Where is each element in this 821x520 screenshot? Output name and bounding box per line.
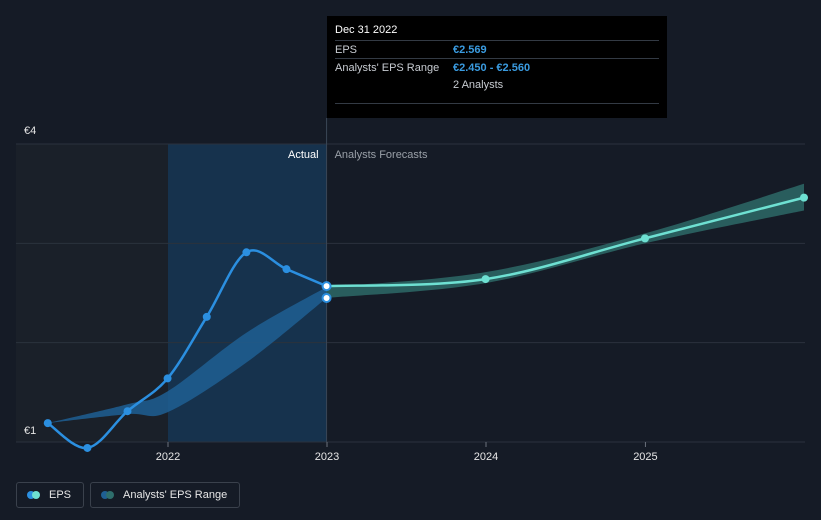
analyst-range-band-past bbox=[47, 287, 327, 424]
x-tick-label: 2025 bbox=[633, 451, 657, 463]
eps-forecast-point bbox=[481, 275, 490, 284]
region-label-actual: Actual bbox=[288, 149, 319, 161]
range-low-point bbox=[321, 292, 332, 303]
tooltip-row-eps: EPS €2.569 bbox=[335, 40, 659, 58]
x-tick-label: 2024 bbox=[474, 451, 498, 463]
region-label-forecast: Analysts Forecasts bbox=[335, 149, 428, 161]
y-tick-label: €1 bbox=[24, 425, 36, 437]
tooltip-value: €2.569 bbox=[453, 43, 487, 56]
eps-actual-point bbox=[321, 281, 332, 292]
tooltip-date: Dec 31 2022 bbox=[335, 24, 398, 36]
eps-actual-point bbox=[123, 407, 132, 416]
eps-actual-point bbox=[83, 443, 92, 452]
legend-item-eps[interactable]: EPS bbox=[16, 482, 85, 508]
eps-actual-point bbox=[43, 419, 52, 428]
legend-item-range[interactable]: Analysts' EPS Range bbox=[90, 482, 241, 508]
y-tick-label: €4 bbox=[24, 125, 36, 137]
tooltip-row-analysts: 2 Analysts bbox=[335, 76, 659, 93]
eps-chart: 2022 2023 2024 2025 €4 €1 Actual Analysts For… bbox=[16, 118, 808, 463]
eps-actual-point bbox=[282, 265, 291, 274]
legend: EPS Analysts' EPS Range bbox=[16, 482, 241, 508]
eps-forecast-point bbox=[800, 193, 808, 202]
range-swatch-icon bbox=[101, 491, 115, 499]
tooltip-row-range: Analysts' EPS Range €2.450 - €2.560 bbox=[335, 58, 659, 76]
eps-actual-point bbox=[202, 312, 211, 321]
x-tick-label: 2022 bbox=[156, 451, 180, 463]
tooltip-value: €2.450 - €2.560 bbox=[453, 61, 531, 74]
analyst-range-band-forecast bbox=[326, 183, 804, 298]
eps-actual-point bbox=[163, 374, 172, 383]
tooltip-key: Analysts' EPS Range bbox=[335, 61, 440, 74]
legend-label-range: Analysts' EPS Range bbox=[123, 489, 228, 501]
axis-ticks: 2022 2023 2024 2025 €4 €1 bbox=[24, 125, 658, 463]
tooltip-key: EPS bbox=[335, 43, 358, 56]
eps-swatch-icon bbox=[27, 491, 41, 499]
eps-actual-point bbox=[242, 248, 251, 257]
data-points bbox=[43, 193, 808, 452]
x-tick-label: 2023 bbox=[315, 451, 339, 463]
tooltip-divider bbox=[335, 103, 659, 104]
grid-lines bbox=[16, 143, 805, 443]
past-region-background bbox=[16, 144, 168, 442]
hover-tooltip: Dec 31 2022 EPS €2.569 Analysts' EPS Ran… bbox=[327, 16, 667, 118]
tooltip-value: 2 Analysts bbox=[453, 78, 504, 91]
legend-label-eps: EPS bbox=[49, 489, 72, 501]
eps-forecast-line bbox=[326, 196, 805, 288]
eps-actual-line bbox=[47, 249, 328, 450]
eps-forecast-point bbox=[641, 234, 649, 243]
